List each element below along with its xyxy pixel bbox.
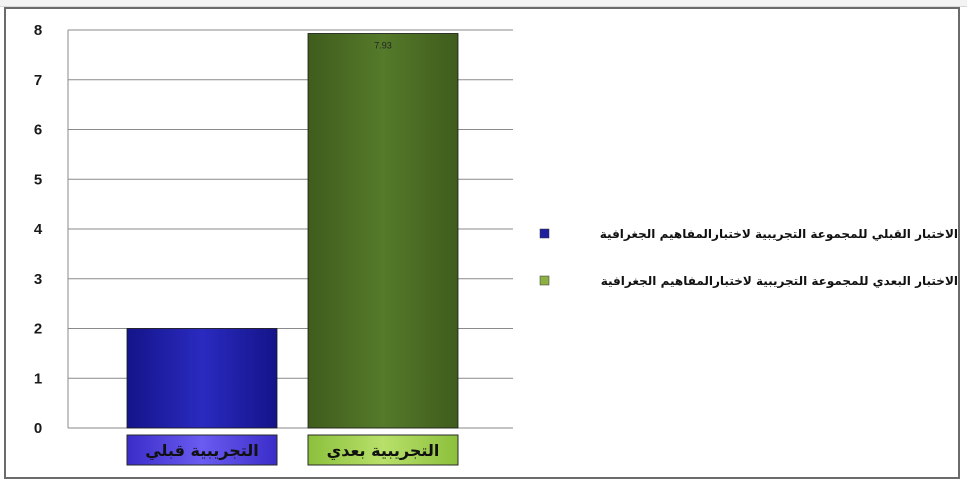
- y-tick-label-0: 0: [34, 420, 42, 437]
- category-label-2: التجريبية بعدي: [327, 441, 440, 461]
- category-box-2: [307, 434, 459, 466]
- y-tick-label-4: 4: [34, 221, 43, 238]
- top-strip: [0, 0, 967, 7]
- bar-2: [307, 33, 459, 429]
- category-label-1: التجريبية قبلي: [145, 441, 259, 461]
- legend-label-1: الاختبار القبلي للمجموعة التجريبية لاختب…: [600, 227, 958, 242]
- legend-swatch-2: [539, 275, 550, 286]
- bar-1: [126, 328, 278, 429]
- y-tick-label-6: 6: [34, 122, 42, 139]
- category-labels: التجريبية قبلي التجريبية بعدي: [126, 434, 459, 466]
- bars: 7.93: [126, 33, 459, 429]
- y-tick-label-7: 7: [34, 72, 42, 89]
- category-box-1: [126, 434, 278, 466]
- legend: الاختبار القبلي للمجموعة التجريبية لاختب…: [539, 227, 958, 289]
- y-tick-label-3: 3: [34, 271, 42, 288]
- y-axis: 0 1 2 3 4 5 6 7 8: [34, 22, 69, 437]
- legend-swatch-1: [539, 228, 550, 239]
- y-tick-label-2: 2: [34, 321, 42, 338]
- y-tick-label-8: 8: [34, 22, 42, 39]
- y-tick-label-5: 5: [34, 171, 42, 188]
- data-label-2: 7.93: [374, 40, 392, 50]
- y-tick-label-1: 1: [34, 370, 42, 387]
- legend-label-2: الاختبار البعدي للمجموعة التجريبية لاختب…: [601, 274, 958, 289]
